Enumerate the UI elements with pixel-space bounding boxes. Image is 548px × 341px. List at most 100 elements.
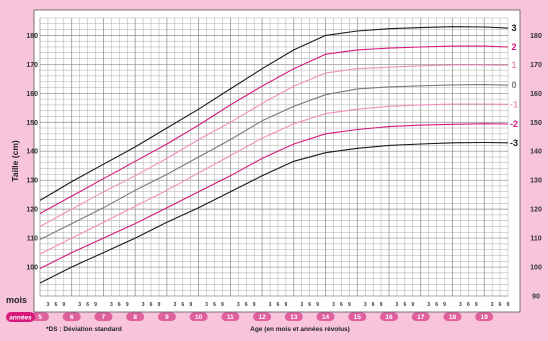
- month-tick-label: 6: [435, 302, 438, 308]
- y-tick-label-right: 120: [530, 207, 542, 214]
- year-badge: [62, 312, 81, 321]
- series-line: [39, 26, 509, 201]
- year-badge: [411, 312, 430, 321]
- year-badge: [316, 312, 335, 321]
- year-tick-label: 10: [195, 314, 203, 321]
- month-tick-label: 3: [269, 302, 272, 308]
- year-tick-label: 8: [133, 314, 137, 321]
- month-tick-label: 9: [62, 302, 65, 308]
- y-tick-label-left: 140: [26, 149, 38, 156]
- month-tick-label: 6: [403, 302, 406, 308]
- month-tick-label: 3: [396, 302, 399, 308]
- year-tick-label: 16: [385, 314, 393, 321]
- year-tick-label: 9: [165, 314, 169, 321]
- month-tick-label: 3: [110, 302, 113, 308]
- y-axis-title: Taille (cm): [10, 140, 20, 182]
- y-tick-label-right: 110: [530, 236, 541, 243]
- month-tick-label: 6: [499, 302, 502, 308]
- series-label: -3: [510, 138, 518, 148]
- y-tick-label-left: 170: [26, 62, 38, 69]
- y-tick-label-right: 170: [530, 62, 542, 69]
- month-tick-label: 6: [213, 302, 216, 308]
- year-badge: [348, 312, 367, 321]
- year-badge: [157, 312, 176, 321]
- month-tick-label: 9: [189, 302, 192, 308]
- y-tick-label-right: 180: [530, 33, 542, 40]
- month-tick-label: 9: [221, 302, 224, 308]
- month-tick-label: 9: [443, 302, 446, 308]
- footnote: *DS : Déviation standard: [46, 326, 122, 333]
- year-tick-label: 18: [449, 314, 457, 321]
- y-tick-label-right: 160: [530, 91, 542, 98]
- month-tick-label: 9: [126, 302, 129, 308]
- month-tick-label: 6: [54, 302, 57, 308]
- series-labels: 3 2 1 0 -1 -2 -3: [510, 23, 518, 148]
- year-tick-label: 15: [354, 314, 362, 321]
- series-line: [39, 123, 509, 269]
- year-badge: [221, 312, 240, 321]
- year-tick-label: 17: [417, 314, 425, 321]
- y-tick-label-right: 150: [530, 120, 542, 127]
- years-badge: [6, 312, 35, 322]
- y-tick-label-right: 100: [530, 265, 542, 272]
- month-tick-label: 3: [173, 302, 176, 308]
- month-tick-label: 6: [340, 302, 343, 308]
- grid-lines: [39, 17, 509, 297]
- series-curves: [39, 26, 509, 284]
- month-tick-label: 9: [507, 302, 510, 308]
- month-tick-label: 6: [118, 302, 121, 308]
- month-tick-label: 9: [253, 302, 256, 308]
- month-tick-label: 6: [245, 302, 248, 308]
- y-axis-ticks: 1001101201301401501601701809010011012013…: [26, 33, 542, 301]
- month-tick-label: 6: [150, 302, 153, 308]
- series-label: -1: [510, 99, 518, 109]
- month-tick-label: 3: [142, 302, 145, 308]
- month-tick-label: 6: [181, 302, 184, 308]
- series-line: [39, 45, 509, 214]
- year-badge: [380, 312, 399, 321]
- y-tick-label-right: 130: [530, 178, 542, 185]
- year-tick-label: 6: [70, 314, 74, 321]
- year-badge: [443, 312, 462, 321]
- month-tick-label: 9: [316, 302, 319, 308]
- month-tick-label: 9: [94, 302, 97, 308]
- y-tick-label-right: 90: [532, 294, 540, 301]
- x-axis-title: Age (en mois et années révolus): [250, 326, 350, 333]
- year-tick-label: 13: [290, 314, 298, 321]
- year-badge: [31, 312, 49, 321]
- y-tick-label-right: 140: [530, 149, 542, 156]
- month-tick-label: 9: [475, 302, 478, 308]
- year-tick-label: 11: [227, 314, 234, 321]
- y-tick-label-left: 130: [26, 178, 38, 185]
- y-tick-label-left: 110: [27, 236, 38, 243]
- series-label: -2: [510, 119, 518, 129]
- year-badge: [189, 312, 208, 321]
- series-line: [39, 64, 509, 227]
- month-tick-label: 6: [372, 302, 375, 308]
- y-tick-label-left: 100: [26, 265, 38, 272]
- month-tick-label: 9: [411, 302, 414, 308]
- month-tick-label: 3: [332, 302, 335, 308]
- month-tick-label: 6: [467, 302, 470, 308]
- month-tick-label: 3: [300, 302, 303, 308]
- year-tick-label: 12: [258, 314, 266, 321]
- month-tick-label: 3: [491, 302, 494, 308]
- month-tick-label: 3: [364, 302, 367, 308]
- month-tick-label: 3: [459, 302, 462, 308]
- year-badge: [94, 312, 113, 321]
- years-label: années: [9, 315, 32, 322]
- year-badge: [253, 312, 272, 321]
- year-tick-label: 19: [481, 314, 489, 321]
- year-tick-label: 7: [102, 314, 106, 321]
- month-tick-label: 9: [348, 302, 351, 308]
- series-label: 2: [511, 42, 516, 52]
- month-tick-label: 6: [277, 302, 280, 308]
- month-tick-label: 9: [285, 302, 288, 308]
- series-label: 3: [511, 23, 516, 33]
- month-tick-label: 3: [47, 302, 50, 308]
- series-line: [39, 84, 509, 240]
- year-tick-label: 14: [322, 314, 330, 321]
- year-badge: [284, 312, 303, 321]
- y-tick-label-left: 160: [26, 91, 38, 98]
